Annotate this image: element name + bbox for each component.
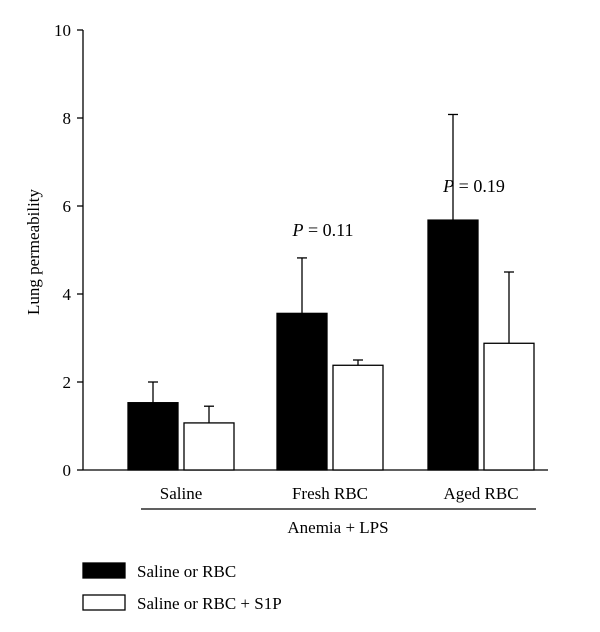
y-tick-label: 8 [63, 109, 72, 128]
legend-label: Saline or RBC [137, 562, 236, 581]
legend-label: Saline or RBC + S1P [137, 594, 282, 613]
error-bars [148, 113, 514, 423]
category-label: Fresh RBC [292, 484, 368, 503]
p-value-annotation: P = 0.11 [292, 220, 354, 240]
p-value-annotation: P = 0.19 [442, 176, 505, 196]
y-tick-label: 6 [63, 197, 72, 216]
bar [183, 422, 235, 471]
annotations: P = 0.11 P = 0.19 [292, 176, 505, 240]
bar [127, 402, 179, 471]
bar [276, 312, 328, 471]
category-label: Saline [160, 484, 203, 503]
bar [483, 342, 535, 471]
y-tick-label: 0 [63, 461, 72, 480]
bar [427, 219, 479, 471]
y-tick-label: 4 [63, 285, 72, 304]
legend: Saline or RBC Saline or RBC + S1P [82, 562, 282, 613]
y-tick-label: 2 [63, 373, 72, 392]
bars [127, 219, 535, 471]
category-labels: Saline Fresh RBC Aged RBC Anemia + LPS [141, 484, 536, 537]
y-axis-title: Lung permeability [24, 188, 43, 315]
category-label: Aged RBC [443, 484, 518, 503]
legend-swatch [82, 562, 126, 579]
legend-swatch [82, 594, 126, 611]
y-tick-label: 10 [54, 21, 71, 40]
group-label: Anemia + LPS [287, 518, 388, 537]
bar [332, 364, 384, 471]
